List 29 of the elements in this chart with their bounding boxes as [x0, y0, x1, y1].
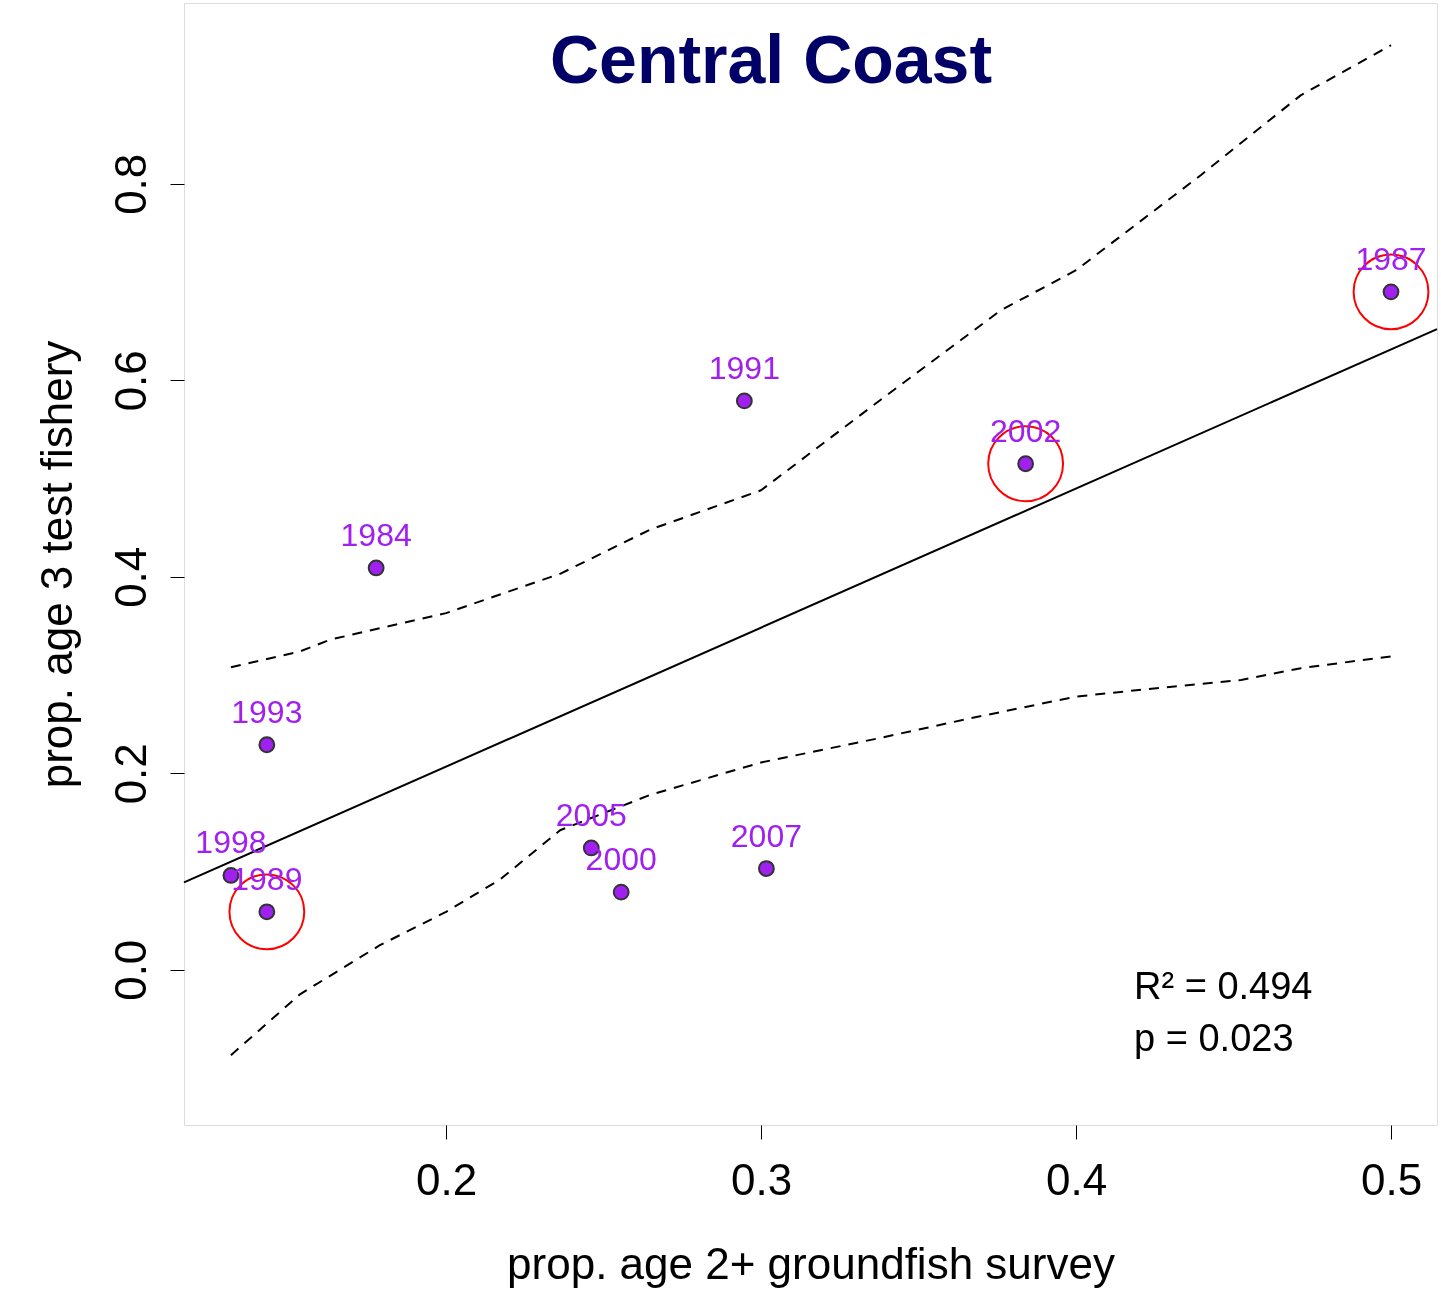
- x-axis-title: prop. age 2+ groundfish survey: [507, 1238, 1115, 1288]
- x-tick-label: 0.4: [1045, 1154, 1108, 1204]
- point: [1017, 455, 1035, 473]
- annotation: 1993: [231, 693, 303, 730]
- point: [258, 736, 276, 754]
- annotation: R² = 0.494: [1134, 965, 1313, 1007]
- y-tick-label: 0.6: [105, 350, 155, 412]
- annotation: 2007: [730, 817, 802, 854]
- point: [735, 392, 753, 410]
- annotation: 1984: [340, 516, 412, 553]
- x-tick-label: 0.2: [415, 1154, 478, 1204]
- y-tick-label: 0.4: [105, 546, 155, 608]
- point: [757, 860, 775, 877]
- point: [612, 883, 630, 901]
- y-tick-label: 0.2: [105, 743, 155, 805]
- annotation: 2005: [555, 796, 627, 833]
- x-tick-label: 0.3: [730, 1154, 793, 1204]
- point: [1382, 283, 1400, 301]
- point: [367, 559, 385, 577]
- y-axis-title: prop. age 3 test fishery: [31, 340, 81, 789]
- annotation: 1991: [708, 349, 780, 386]
- annotation: p = 0.023: [1134, 1017, 1294, 1059]
- annotation: 1998: [195, 824, 267, 861]
- annotation: 2000: [585, 841, 657, 878]
- point: [258, 903, 276, 921]
- y-tick-label: 0.0: [105, 939, 155, 1001]
- chart-title: Central Coast: [549, 21, 993, 97]
- x-tick-label: 0.5: [1360, 1154, 1423, 1204]
- y-tick-label: 0.8: [105, 153, 155, 215]
